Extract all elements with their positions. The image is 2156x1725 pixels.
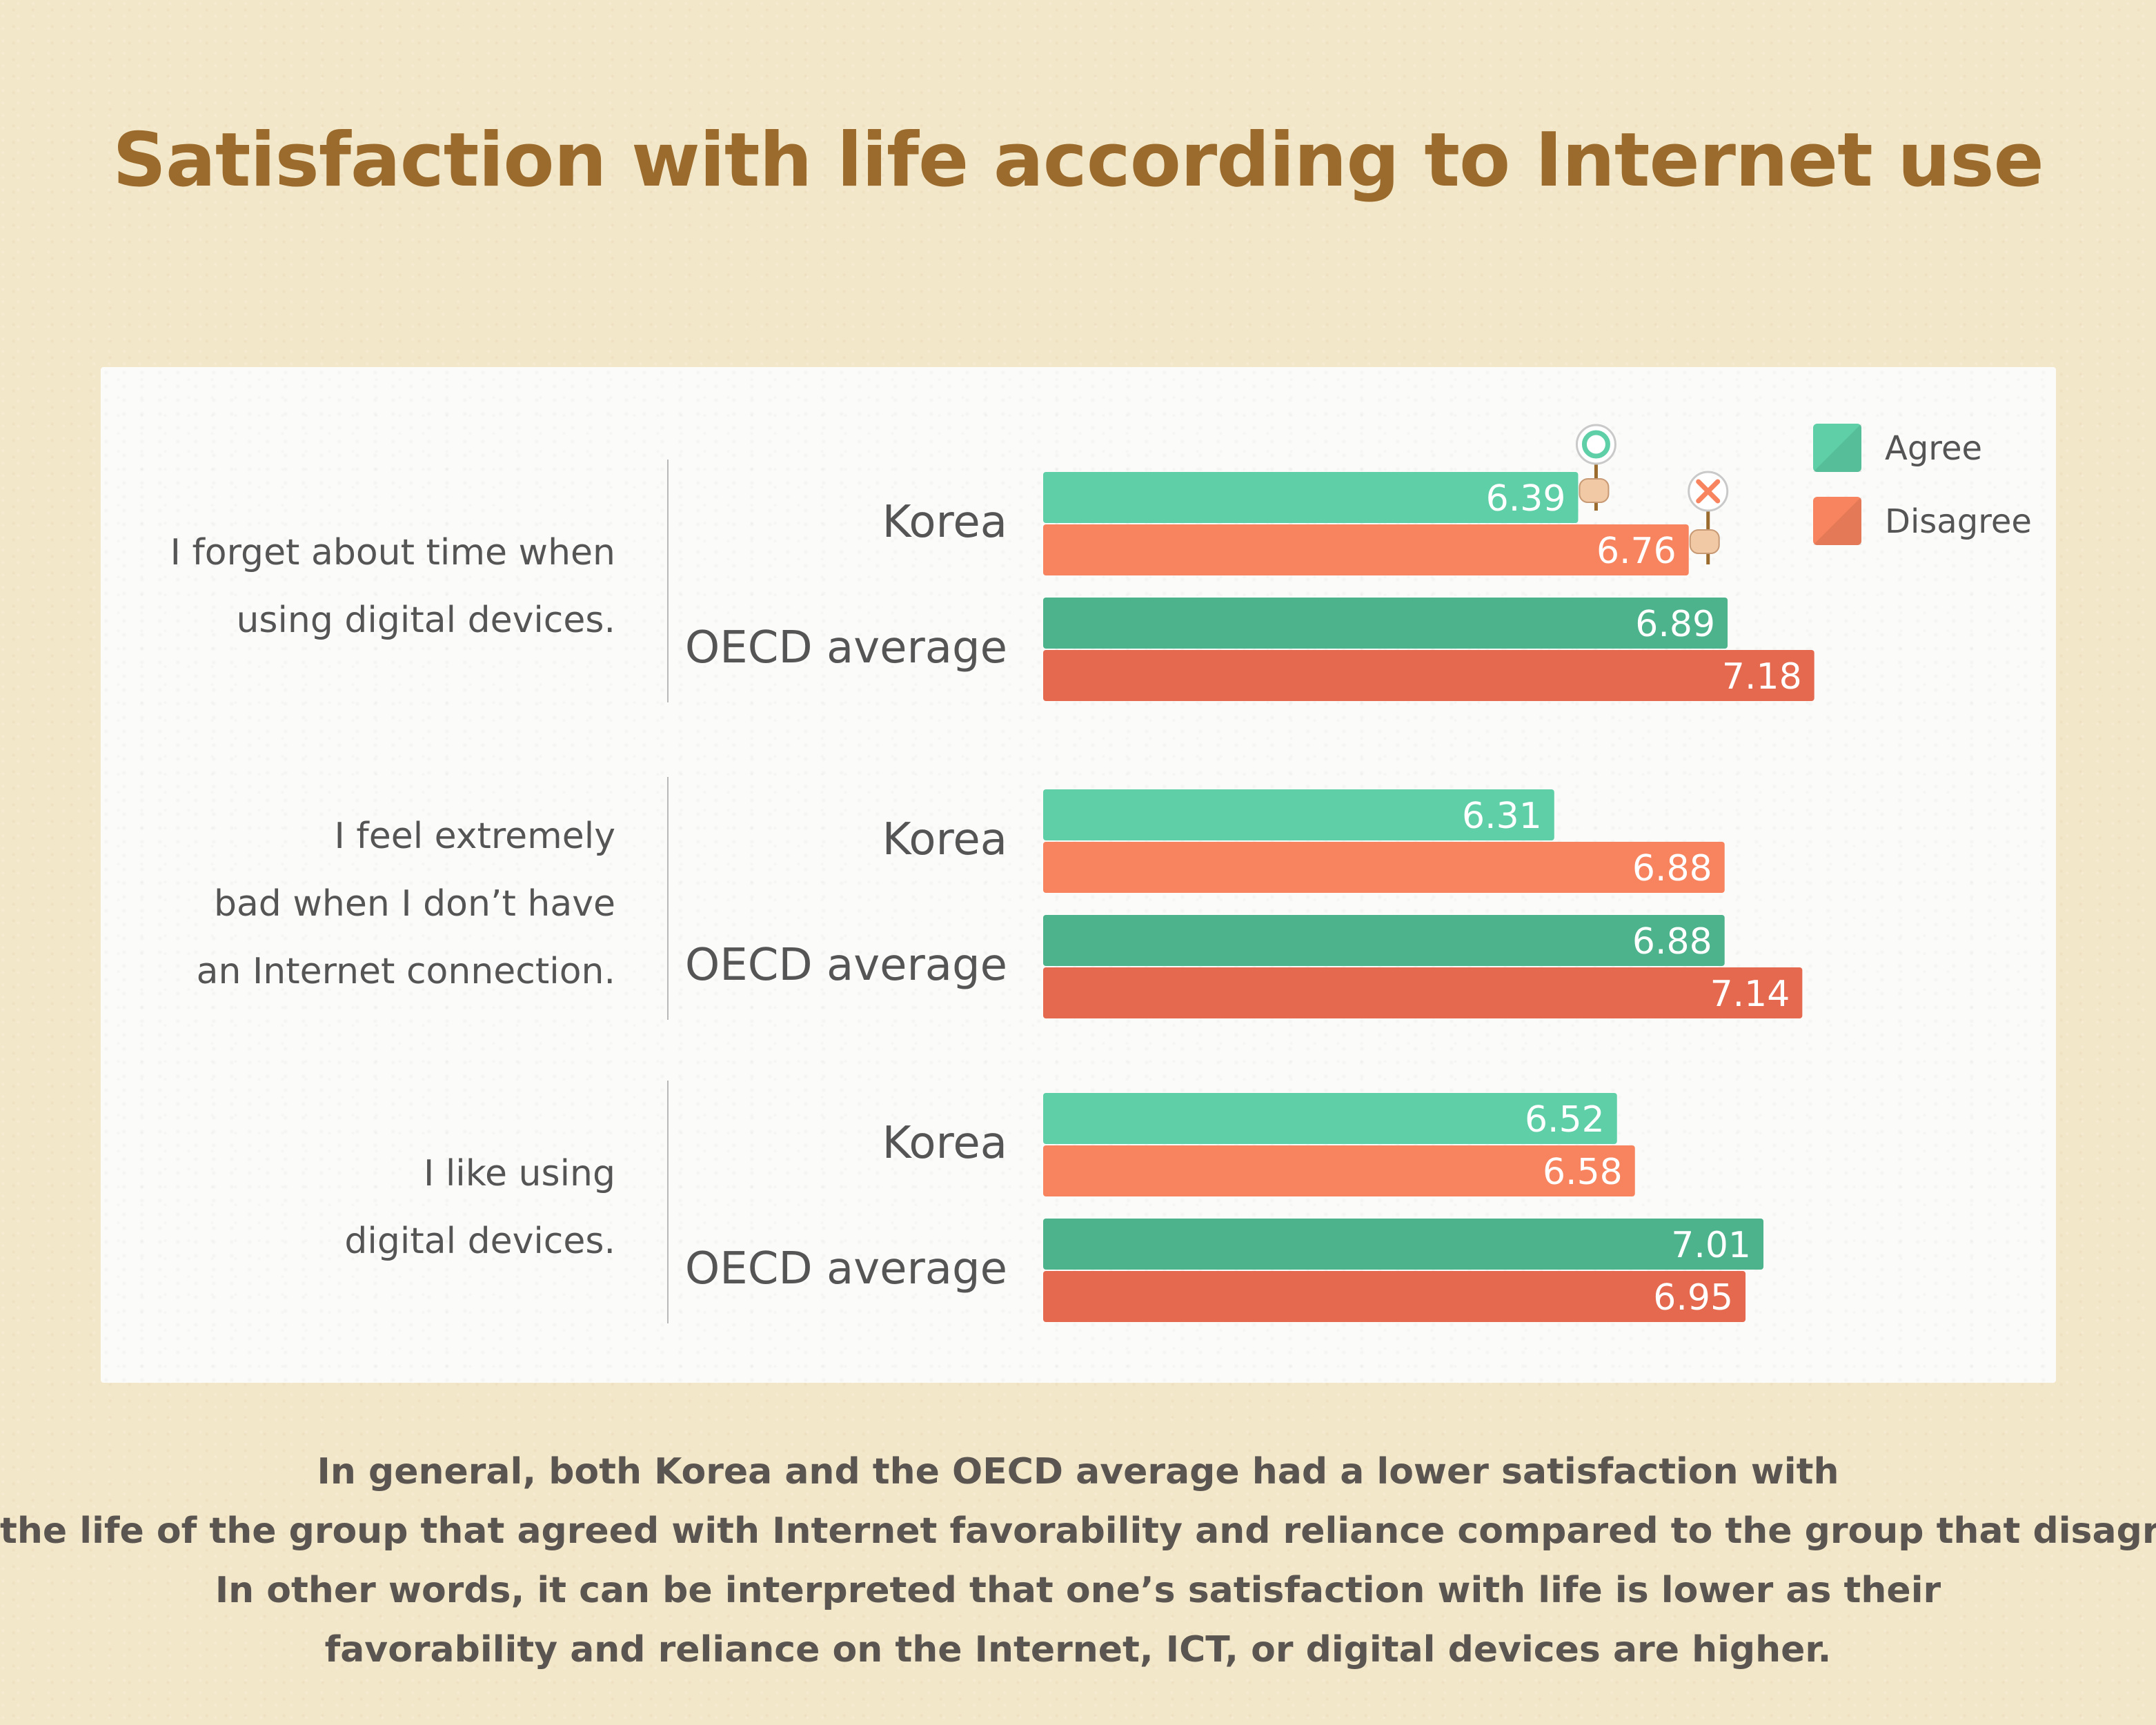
bar-disagree: [1043, 967, 1803, 1018]
row-label: OECD average: [685, 1243, 1007, 1294]
hand-icon: [1579, 478, 1610, 503]
legend-swatch-shade: [1813, 497, 1861, 545]
bar-agree: [1043, 1219, 1764, 1270]
bar-disagree: [1043, 650, 1814, 701]
question-text: bad when I don’t have: [214, 883, 615, 925]
caption-line-2: the life of the group that agreed with I…: [0, 1510, 2156, 1552]
bar-disagree: [1043, 1271, 1746, 1322]
question-text: I like using: [424, 1153, 615, 1194]
value-label-agree: 6.89: [1635, 604, 1715, 645]
bar-disagree: [1043, 524, 1689, 575]
value-label-agree: 7.01: [1671, 1225, 1751, 1266]
question-text: using digital devices.: [236, 600, 615, 641]
x-sign-mark: [1696, 479, 1721, 504]
legend-label: Disagree: [1885, 502, 2032, 541]
value-label-disagree: 6.88: [1632, 848, 1712, 889]
chart-title: Satisfaction with life according to Inte…: [112, 117, 2044, 204]
value-label-disagree: 7.18: [1722, 656, 1802, 698]
value-label-disagree: 7.14: [1710, 974, 1790, 1015]
value-label-disagree: 6.95: [1653, 1277, 1733, 1319]
hand-icon: [1689, 529, 1720, 554]
bar-disagree: [1043, 842, 1725, 893]
caption-line-1: In general, both Korea and the OECD aver…: [317, 1451, 1839, 1492]
chart-panel: I forget about time when using digital de…: [101, 367, 2056, 1383]
value-label-agree: 6.88: [1632, 921, 1712, 963]
legend-label: Agree: [1885, 429, 1982, 468]
row-label: OECD average: [685, 940, 1007, 991]
bar-chart: I forget about time when using digital de…: [170, 424, 2032, 1323]
bar-agree: [1043, 472, 1579, 523]
value-label-disagree: 6.58: [1543, 1152, 1623, 1193]
caption-line-4: favorability and reliance on the Interne…: [324, 1629, 1832, 1670]
question-text: digital devices.: [344, 1221, 615, 1262]
question-text: I forget about time when: [170, 532, 615, 573]
bar-disagree: [1043, 1145, 1635, 1196]
circle-sign-mark: [1581, 430, 1610, 459]
row-label: Korea: [882, 497, 1007, 548]
bar-agree: [1043, 789, 1554, 840]
row-label: Korea: [882, 1118, 1007, 1169]
legend-swatch: [1813, 497, 1861, 545]
value-label-disagree: 6.76: [1596, 531, 1677, 572]
legend-swatch: [1813, 424, 1861, 472]
value-label-agree: 6.31: [1462, 796, 1542, 837]
bar-agree: [1043, 1093, 1617, 1144]
bar-agree: [1043, 915, 1725, 966]
question-text: an Internet connection.: [197, 951, 615, 992]
value-label-agree: 6.52: [1525, 1099, 1605, 1141]
row-label: Korea: [882, 814, 1007, 865]
caption-line-3: In other words, it can be interpreted th…: [215, 1570, 1941, 1611]
bar-agree: [1043, 598, 1728, 649]
value-label-agree: 6.39: [1486, 478, 1566, 520]
row-label: OECD average: [685, 622, 1007, 673]
caption: In general, both Korea and the OECD aver…: [0, 1442, 2156, 1679]
question-text: I feel extremely: [335, 816, 615, 857]
legend-swatch-shade: [1813, 424, 1861, 472]
